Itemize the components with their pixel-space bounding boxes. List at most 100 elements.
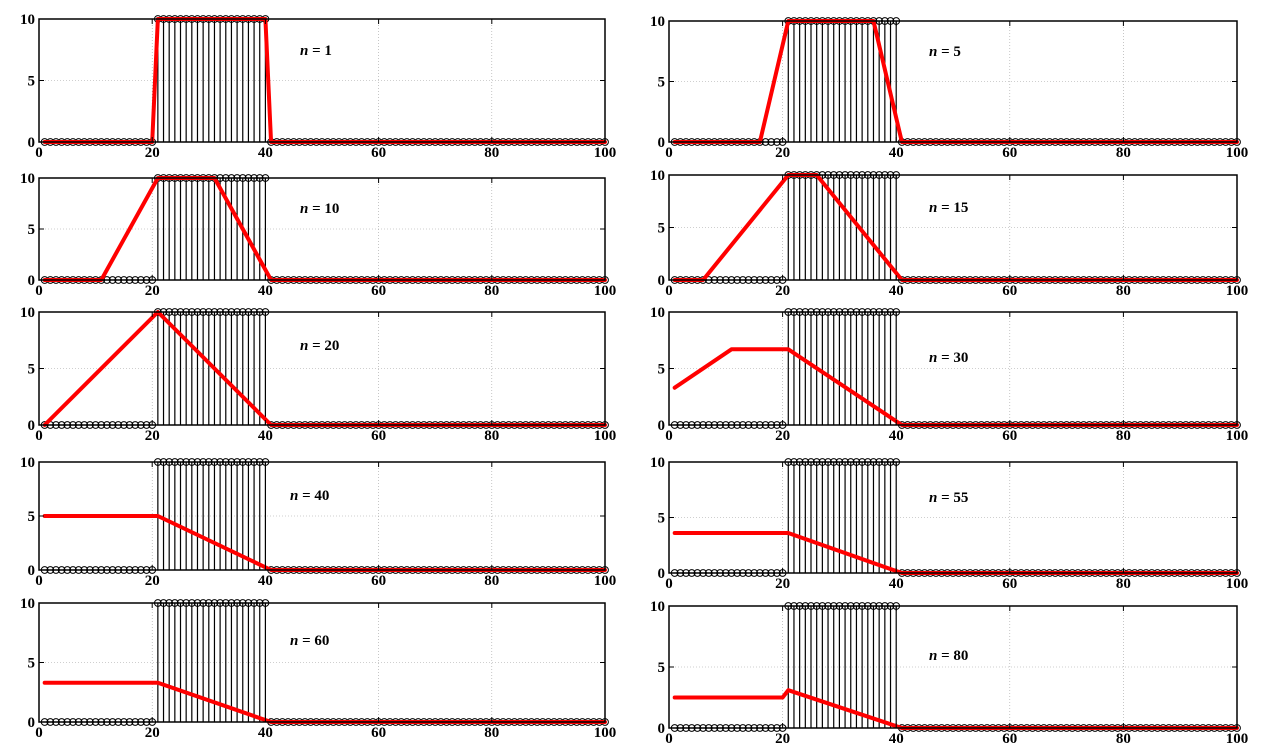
x-tick-label: 40 — [258, 725, 273, 741]
plot-area — [669, 21, 1237, 142]
y-tick-label: 10 — [650, 599, 665, 615]
x-tick-label: 80 — [484, 725, 499, 741]
x-tick-label: 40 — [258, 283, 273, 299]
x-tick-label: 40 — [258, 145, 273, 161]
x-tick-label: 40 — [889, 428, 904, 444]
x-tick-label: 80 — [484, 145, 499, 161]
annotation-label: n = 80 — [929, 648, 968, 664]
x-tick-label: 20 — [775, 283, 790, 299]
y-tick-label: 0 — [28, 135, 36, 151]
x-tick-label: 100 — [594, 725, 617, 741]
annotation-label: n = 15 — [929, 200, 968, 216]
x-tick-label: 80 — [1116, 428, 1131, 444]
annotation-label: n = 5 — [929, 44, 961, 60]
plot-area — [669, 175, 1237, 280]
annotation-value: 10 — [324, 201, 339, 217]
x-tick-label: 80 — [1116, 145, 1131, 161]
annotation-equals: = — [308, 338, 324, 354]
y-tick-label: 0 — [28, 715, 36, 731]
y-tick-label: 0 — [658, 721, 666, 737]
x-tick-label: 100 — [1226, 283, 1249, 299]
annotation-equals: = — [937, 350, 953, 366]
x-tick-label: 80 — [484, 428, 499, 444]
x-tick-label: 40 — [258, 428, 273, 444]
y-tick-label: 5 — [658, 362, 666, 378]
annotation-equals: = — [298, 633, 314, 649]
subplot-2: 0 20 40 60 80 100 0 5 10 n = 5 — [650, 14, 1248, 161]
x-tick-label: 60 — [1002, 576, 1017, 592]
annotation-label: n = 20 — [300, 338, 339, 354]
y-tick-label: 5 — [658, 75, 666, 91]
y-tick-label: 5 — [28, 656, 36, 672]
x-tick-label: 0 — [665, 283, 673, 299]
x-tick-label: 40 — [889, 576, 904, 592]
annotation-label: n = 10 — [300, 201, 339, 217]
x-tick-label: 60 — [371, 428, 386, 444]
x-tick-label: 0 — [35, 283, 43, 299]
y-tick-label: 10 — [20, 12, 35, 28]
x-tick-label: 0 — [665, 576, 673, 592]
annotation-value: 30 — [953, 350, 968, 366]
annotation-equals: = — [308, 43, 324, 59]
x-tick-label: 60 — [371, 573, 386, 589]
y-tick-label: 0 — [658, 418, 666, 434]
x-tick-label: 40 — [258, 573, 273, 589]
subplot-1: 0 20 40 60 80 100 0 5 10 n = 1 — [20, 12, 616, 161]
y-tick-label: 10 — [650, 14, 665, 30]
y-tick-label: 10 — [650, 455, 665, 471]
x-tick-label: 0 — [35, 145, 43, 161]
y-tick-label: 10 — [20, 596, 35, 612]
x-tick-label: 100 — [1226, 731, 1249, 747]
annotation-label: n = 30 — [929, 350, 968, 366]
x-tick-label: 60 — [371, 283, 386, 299]
x-tick-label: 20 — [145, 283, 160, 299]
subplot-10: 0 20 40 60 80 100 0 5 10 n = 80 — [650, 599, 1248, 747]
x-tick-label: 0 — [665, 428, 673, 444]
x-tick-label: 100 — [1226, 576, 1249, 592]
y-tick-label: 5 — [28, 509, 36, 525]
plot-area — [669, 606, 1237, 728]
x-tick-label: 80 — [1116, 283, 1131, 299]
x-tick-label: 60 — [1002, 283, 1017, 299]
annotation-equals: = — [937, 648, 953, 664]
y-tick-label: 10 — [20, 455, 35, 471]
annotation-variable: n — [929, 44, 937, 60]
x-tick-label: 20 — [145, 573, 160, 589]
y-tick-label: 10 — [650, 168, 665, 184]
annotation-value: 40 — [314, 488, 329, 504]
x-tick-label: 20 — [775, 576, 790, 592]
annotation-value: 55 — [953, 490, 968, 506]
annotation-variable: n — [290, 488, 298, 504]
annotation-value: 5 — [953, 44, 961, 60]
annotation-value: 60 — [314, 633, 329, 649]
annotation-equals: = — [937, 490, 953, 506]
plot-area — [669, 462, 1237, 573]
y-tick-label: 5 — [28, 222, 36, 238]
y-tick-label: 5 — [658, 511, 666, 527]
y-tick-label: 0 — [28, 563, 36, 579]
annotation-equals: = — [308, 201, 324, 217]
x-tick-label: 20 — [775, 145, 790, 161]
x-tick-label: 60 — [1002, 145, 1017, 161]
annotation-label: n = 60 — [290, 633, 329, 649]
x-tick-label: 0 — [665, 731, 673, 747]
subplot-9: 0 20 40 60 80 100 0 5 10 n = 60 — [20, 596, 616, 741]
y-tick-label: 0 — [658, 135, 666, 151]
y-tick-label: 0 — [28, 273, 36, 289]
y-tick-label: 5 — [28, 362, 36, 378]
x-tick-label: 100 — [594, 283, 617, 299]
subplot-5: 0 20 40 60 80 100 0 5 10 n = 20 — [20, 305, 616, 444]
x-tick-label: 100 — [594, 428, 617, 444]
subplot-7: 0 20 40 60 80 100 0 5 10 n = 40 — [20, 455, 616, 589]
x-tick-label: 80 — [484, 283, 499, 299]
annotation-variable: n — [929, 490, 937, 506]
annotation-value: 20 — [324, 338, 339, 354]
annotation-variable: n — [300, 338, 308, 354]
annotation-variable: n — [300, 201, 308, 217]
subplot-6: 0 20 40 60 80 100 0 5 10 n = 30 — [650, 305, 1248, 444]
annotation-value: 80 — [953, 648, 968, 664]
x-tick-label: 20 — [145, 428, 160, 444]
annotation-variable: n — [290, 633, 298, 649]
y-tick-label: 0 — [658, 273, 666, 289]
